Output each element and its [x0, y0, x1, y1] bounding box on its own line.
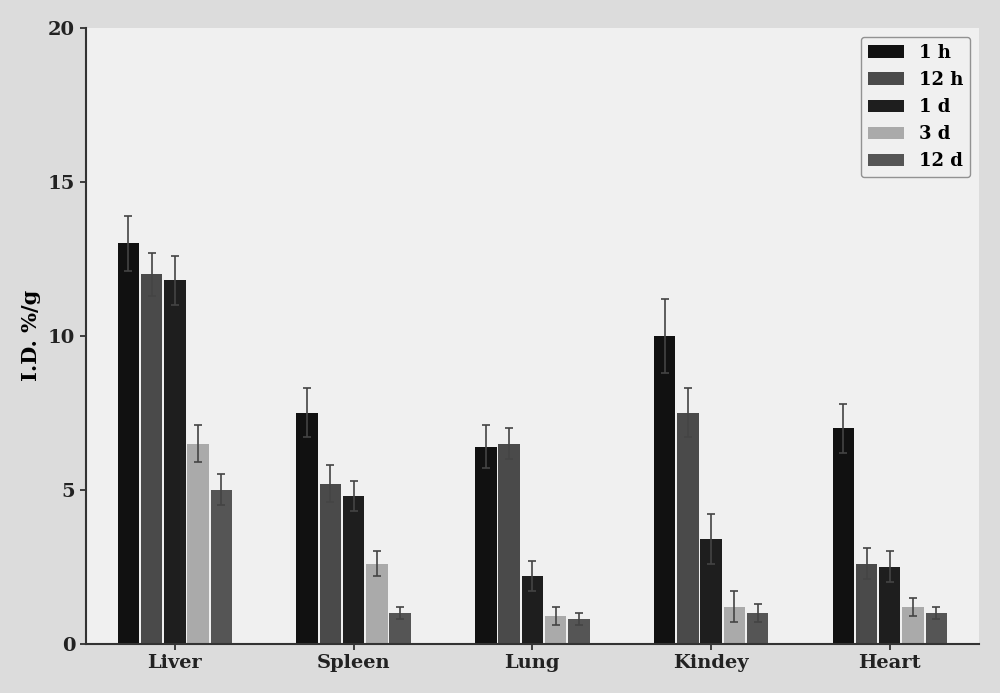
Bar	[141, 274, 162, 644]
Bar	[902, 607, 924, 644]
Bar	[522, 576, 543, 644]
Bar	[833, 428, 854, 644]
Bar	[545, 616, 566, 644]
Bar	[187, 444, 209, 644]
Bar	[389, 613, 411, 644]
Legend: 1 h, 12 h, 1 d, 3 d, 12 d: 1 h, 12 h, 1 d, 3 d, 12 d	[861, 37, 970, 177]
Bar	[211, 490, 232, 644]
Y-axis label: I.D. %/g: I.D. %/g	[21, 290, 41, 381]
Bar	[296, 413, 318, 644]
Bar	[677, 413, 699, 644]
Bar	[700, 539, 722, 644]
Bar	[118, 243, 139, 644]
Bar	[366, 563, 388, 644]
Bar	[568, 619, 590, 644]
Bar	[320, 484, 341, 644]
Bar	[879, 567, 900, 644]
Bar	[856, 563, 877, 644]
Bar	[164, 281, 186, 644]
Bar	[343, 496, 364, 644]
Bar	[498, 444, 520, 644]
Bar	[475, 447, 497, 644]
Bar	[654, 336, 675, 644]
Bar	[926, 613, 947, 644]
Bar	[747, 613, 768, 644]
Bar	[724, 607, 745, 644]
